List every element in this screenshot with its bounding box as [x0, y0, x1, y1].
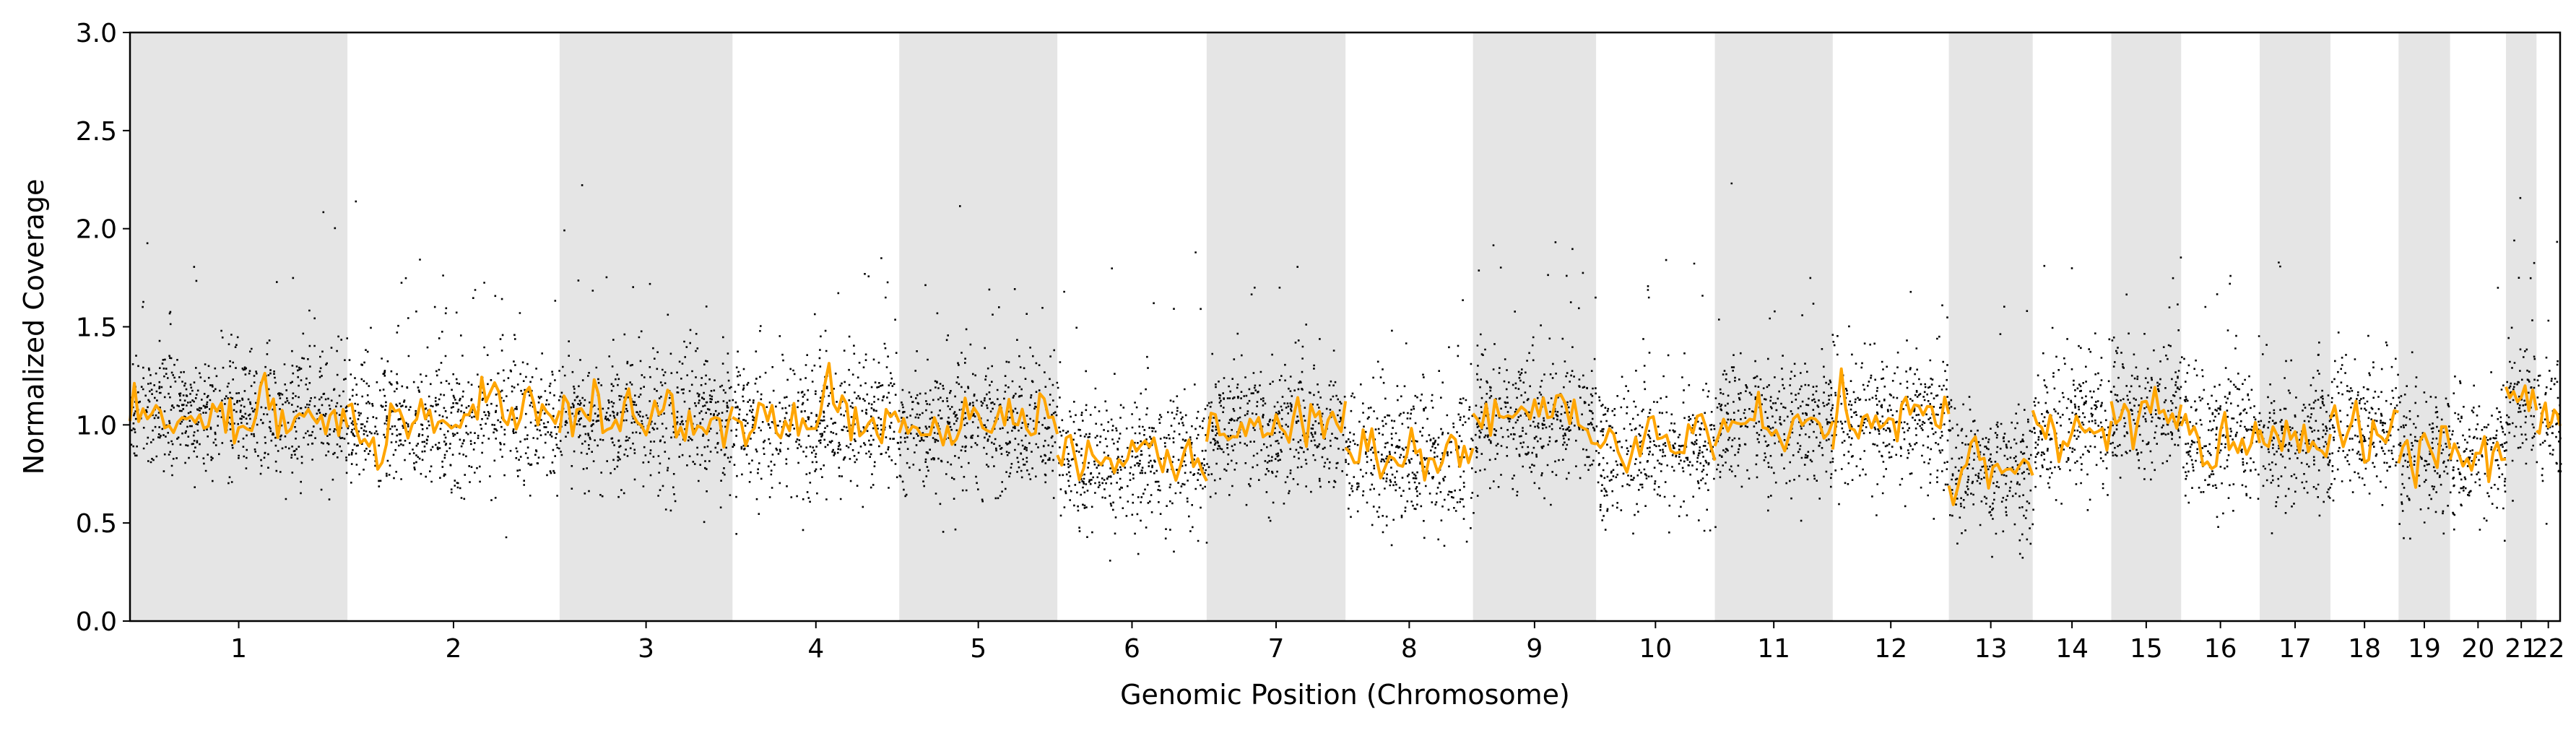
x-tick-label: 9: [1526, 634, 1543, 664]
x-tick-label: 6: [1124, 634, 1140, 664]
coverage-point: [2330, 331, 2401, 506]
coverage-point: [2398, 351, 2453, 540]
chromosome-band: [899, 32, 1058, 621]
x-tick-label: 15: [2130, 634, 2163, 664]
x-tick-label: 22: [2532, 634, 2565, 664]
segment-line: [2448, 435, 2507, 483]
coverage-point: [2451, 287, 2508, 542]
chromosome-band: [2506, 32, 2537, 621]
y-tick-label: 1.0: [76, 411, 117, 441]
chromosome-band: [1714, 32, 1833, 621]
y-tick-label: 1.5: [76, 313, 117, 343]
segment-line: [558, 378, 734, 449]
x-tick-label: 20: [2461, 634, 2494, 664]
coverage-point: [1949, 305, 2034, 559]
coverage-point: [2536, 240, 2562, 525]
coverage-point: [1597, 259, 1717, 535]
y-tick-label: 2.0: [76, 215, 117, 245]
segment-line: [1472, 393, 1597, 446]
chromosome-band: [2111, 32, 2182, 621]
x-tick-label: 4: [807, 634, 824, 664]
x-tick-label: 18: [2348, 634, 2381, 664]
coverage-points: [130, 182, 2562, 562]
segment-line: [2031, 409, 2113, 464]
x-tick-label: 3: [638, 634, 654, 664]
coverage-point: [732, 257, 901, 535]
segment-line: [2505, 384, 2538, 412]
coverage-point: [1475, 241, 1598, 506]
segment-line: [2329, 399, 2399, 464]
y-tick-label: 2.5: [76, 117, 117, 147]
y-axis-title: Normalized Coverage: [18, 179, 50, 475]
chromosome-band: [1473, 32, 1597, 621]
coverage-point: [2182, 274, 2262, 528]
coverage-point: [1833, 290, 1951, 520]
segment-line: [1713, 391, 1834, 453]
x-tick-label: 13: [1974, 634, 2008, 664]
segment-line: [1595, 412, 1717, 474]
segment-line: [732, 362, 901, 448]
chromosome-band: [1206, 32, 1346, 621]
y-tick-label: 0.0: [76, 607, 117, 637]
x-tick-label: 14: [2055, 634, 2089, 664]
x-tick-label: 5: [970, 634, 986, 664]
segment-line: [2109, 386, 2183, 451]
segment-line: [129, 371, 350, 445]
coverage-point: [2111, 256, 2183, 481]
coverage-point: [1345, 299, 1475, 547]
x-tick-label: 21: [2505, 634, 2538, 664]
segment-line: [1056, 433, 1208, 482]
chromosome-band: [2398, 32, 2450, 621]
y-axis: 0.0 0.5 1.0 1.5 2.0 2.5 3.0: [76, 19, 130, 637]
segment-line: [2180, 411, 2262, 470]
chromosome-band: [2260, 32, 2330, 621]
coverage-point: [1058, 251, 1209, 562]
segment-line: [2397, 425, 2452, 489]
x-tick-label: 17: [2278, 634, 2312, 664]
chromosome-bands: [130, 32, 2537, 621]
x-tick-label: 10: [1639, 634, 1672, 664]
x-axis-title: Genomic Position (Chromosome): [1120, 679, 1570, 711]
y-tick-label: 3.0: [76, 19, 117, 48]
x-tick-label: 16: [2204, 634, 2237, 664]
x-tick-label: 11: [1757, 634, 1790, 664]
segment-line: [1947, 435, 2034, 506]
segment-lines: [129, 362, 2562, 506]
chromosome-band: [559, 32, 733, 621]
x-tick-label: 12: [1874, 634, 1907, 664]
chromosome-band: [1948, 32, 2033, 621]
segment-line: [2536, 401, 2562, 435]
x-tick-label: 8: [1401, 634, 1418, 664]
y-tick-label: 0.5: [76, 509, 117, 539]
segment-line: [1831, 367, 1951, 450]
coverage-point: [2033, 264, 2113, 511]
segment-line: [1205, 396, 1348, 448]
x-tick-label: 19: [2408, 634, 2441, 664]
coverage-point: [2260, 261, 2332, 534]
segment-line: [347, 376, 561, 471]
coverage-point: [347, 200, 562, 539]
x-tick-label: 1: [230, 634, 247, 664]
coverage-point: [559, 184, 734, 524]
segment-line: [2258, 420, 2332, 459]
chromosome-band: [130, 32, 348, 621]
segment-line: [1344, 427, 1475, 482]
x-tick-label: 7: [1268, 634, 1285, 664]
segment-line: [898, 392, 1059, 447]
x-tick-label: 2: [446, 634, 462, 664]
